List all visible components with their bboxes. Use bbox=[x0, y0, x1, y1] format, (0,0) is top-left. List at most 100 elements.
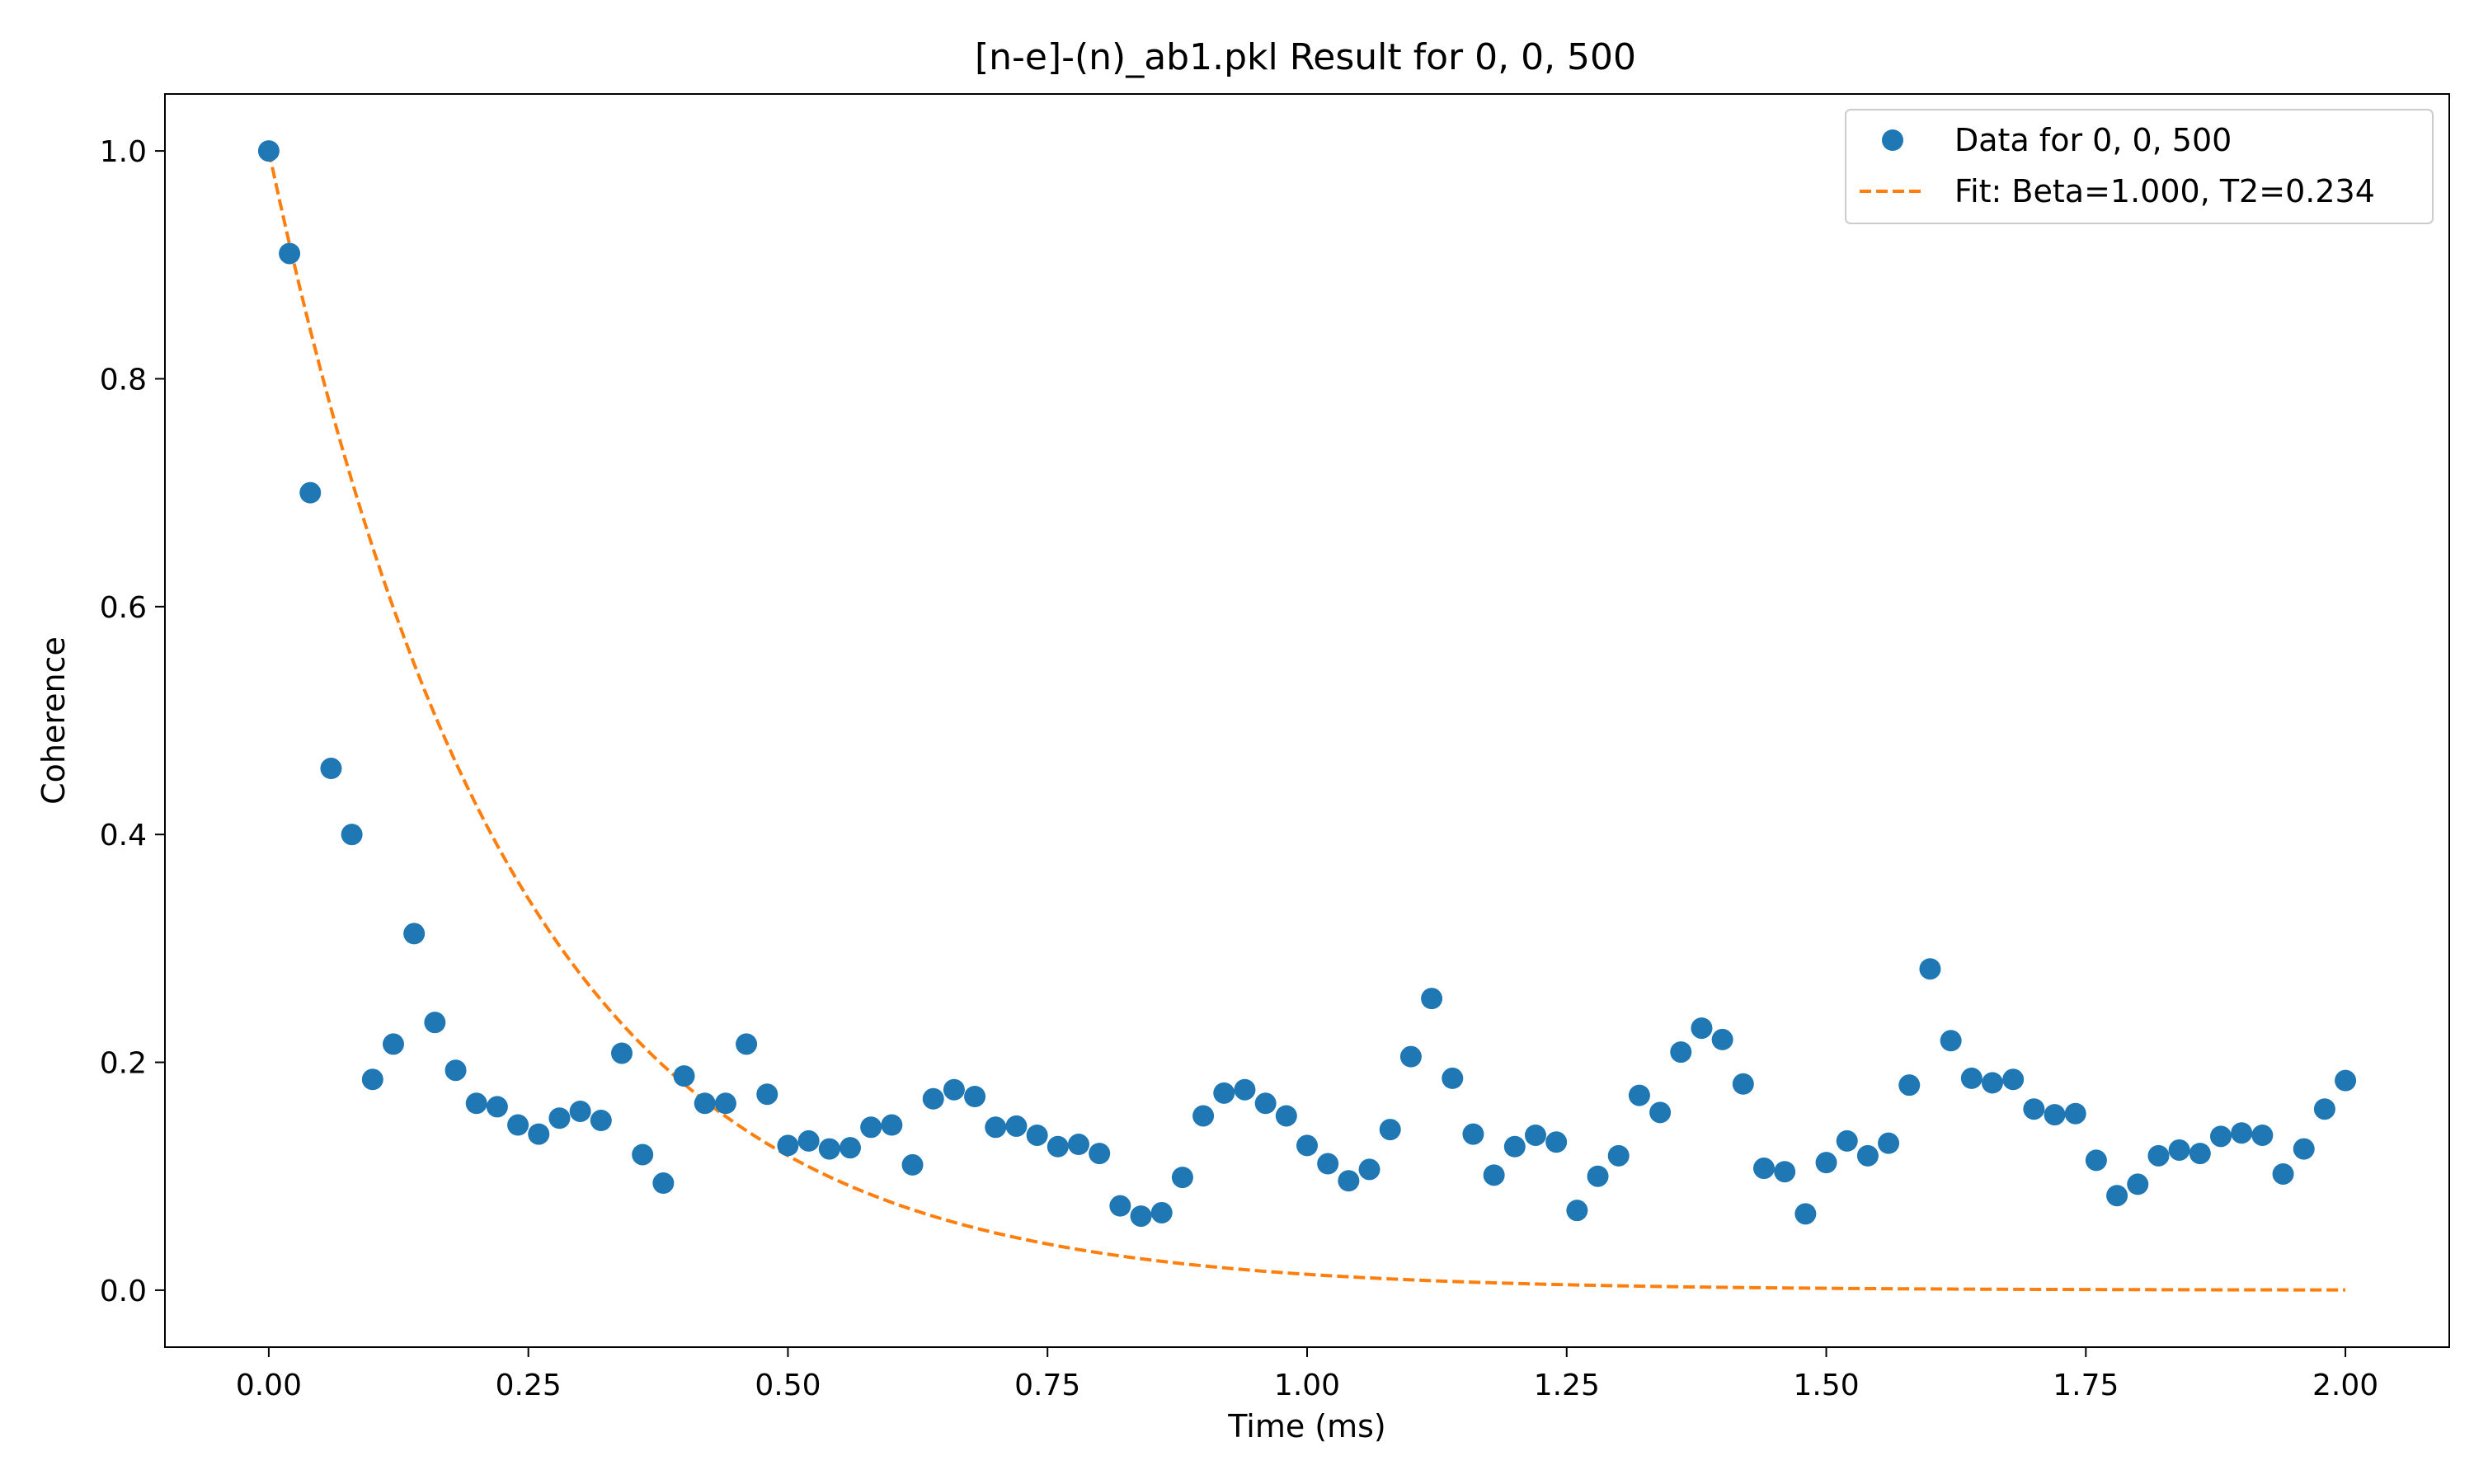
x-tick-label: 0.75 bbox=[1014, 1369, 1080, 1402]
data-point bbox=[673, 1065, 695, 1087]
data-point bbox=[1171, 1167, 1193, 1189]
x-tick-label: 1.25 bbox=[1534, 1369, 1600, 1402]
data-point bbox=[1130, 1205, 1152, 1228]
data-point bbox=[632, 1144, 654, 1166]
plot-area: 0.00 0.25 0.50 0.75 1.00 1.25 1.50 1.75 2.00 0.0… bbox=[100, 93, 2450, 1402]
data-point bbox=[1774, 1161, 1796, 1183]
data-point bbox=[1421, 988, 1443, 1010]
data-point bbox=[424, 1012, 446, 1034]
data-point bbox=[486, 1096, 508, 1118]
data-point bbox=[652, 1172, 675, 1195]
y-tick-label: 0.4 bbox=[100, 819, 147, 852]
data-point bbox=[1317, 1153, 1339, 1175]
legend-marker-data bbox=[1882, 129, 1903, 151]
data-point bbox=[1670, 1041, 1692, 1064]
data-point bbox=[922, 1087, 944, 1110]
data-point bbox=[279, 242, 301, 265]
data-point bbox=[2189, 1143, 2211, 1165]
data-point bbox=[507, 1114, 529, 1136]
x-tick-label: 0.25 bbox=[496, 1369, 562, 1402]
data-point bbox=[1442, 1067, 1464, 1089]
data-point bbox=[361, 1068, 383, 1091]
data-point bbox=[860, 1116, 882, 1139]
data-point bbox=[2023, 1098, 2045, 1120]
data-point bbox=[1982, 1072, 2003, 1094]
data-point bbox=[2106, 1185, 2128, 1207]
data-point bbox=[736, 1033, 758, 1055]
data-point bbox=[444, 1059, 467, 1082]
data-point bbox=[2335, 1069, 2357, 1092]
data-point bbox=[1525, 1124, 1546, 1146]
data-point bbox=[777, 1134, 799, 1157]
x-tick-label: 0.50 bbox=[755, 1369, 821, 1402]
data-point bbox=[1607, 1144, 1630, 1167]
data-point bbox=[881, 1114, 903, 1136]
data-point bbox=[964, 1086, 986, 1107]
x-tick-label: 0.00 bbox=[236, 1369, 302, 1402]
data-point bbox=[1089, 1143, 1111, 1165]
y-axis-label: Coherence bbox=[35, 636, 72, 805]
data-point bbox=[1794, 1203, 1817, 1225]
x-axis-label: Time (ms) bbox=[1227, 1408, 1386, 1444]
data-point bbox=[569, 1100, 591, 1122]
data-point bbox=[2293, 1138, 2315, 1160]
data-point bbox=[840, 1137, 861, 1159]
x-tick-label: 1.75 bbox=[2053, 1369, 2119, 1402]
data-point bbox=[1068, 1134, 1089, 1156]
data-point bbox=[943, 1078, 965, 1101]
legend-box bbox=[1845, 109, 2434, 224]
data-point bbox=[1566, 1200, 1588, 1222]
data-point bbox=[465, 1092, 487, 1115]
y-tick-label: 0.6 bbox=[100, 591, 147, 625]
y-tick-label: 0.8 bbox=[100, 363, 147, 397]
data-point bbox=[1587, 1165, 1609, 1187]
x-axis-ticks: 0.00 0.25 0.50 0.75 1.00 1.25 1.50 1.75 2.00 bbox=[236, 1347, 2378, 1402]
data-point bbox=[1960, 1067, 1982, 1089]
data-point bbox=[1545, 1131, 1568, 1153]
data-point bbox=[1296, 1134, 1318, 1157]
y-tick-label: 0.0 bbox=[100, 1275, 147, 1308]
data-point bbox=[797, 1129, 820, 1152]
data-point bbox=[985, 1116, 1007, 1139]
data-point bbox=[1503, 1135, 1526, 1158]
data-point bbox=[714, 1092, 736, 1115]
data-point bbox=[1026, 1124, 1048, 1146]
data-point bbox=[1919, 958, 1941, 980]
x-tick-label: 1.50 bbox=[1793, 1369, 1859, 1402]
legend-label-fit: Fit: Beta=1.000, T2=0.234 bbox=[1954, 173, 2375, 209]
data-point bbox=[403, 923, 426, 945]
data-point bbox=[528, 1123, 550, 1145]
data-point bbox=[1732, 1073, 1754, 1095]
data-point bbox=[2168, 1139, 2190, 1161]
data-point bbox=[2313, 1098, 2335, 1120]
data-point bbox=[1753, 1158, 1775, 1180]
data-point bbox=[1711, 1028, 1733, 1050]
data-point bbox=[1649, 1101, 1672, 1124]
legend: Data for 0, 0, 500 Fit: Beta=1.000, T2=0… bbox=[1845, 109, 2434, 224]
data-point bbox=[1462, 1123, 1484, 1145]
data-point bbox=[2127, 1173, 2149, 1195]
data-point bbox=[1275, 1105, 1297, 1127]
data-point bbox=[901, 1153, 924, 1176]
data-point bbox=[1691, 1017, 1713, 1040]
data-point bbox=[1940, 1030, 1962, 1052]
x-tick-label: 2.00 bbox=[2312, 1369, 2378, 1402]
data-point bbox=[1338, 1170, 1360, 1192]
data-point bbox=[2085, 1149, 2107, 1172]
data-point bbox=[1379, 1119, 1401, 1141]
data-point bbox=[320, 758, 342, 780]
data-point bbox=[2272, 1162, 2294, 1185]
data-point bbox=[2044, 1104, 2066, 1126]
data-points bbox=[257, 140, 2357, 1228]
data-point bbox=[2002, 1068, 2025, 1091]
fit-curve bbox=[266, 150, 2346, 1292]
data-point bbox=[756, 1083, 778, 1106]
data-point bbox=[2231, 1122, 2253, 1144]
legend-label-data: Data for 0, 0, 500 bbox=[1954, 122, 2232, 158]
data-point bbox=[2064, 1102, 2086, 1125]
data-point bbox=[1483, 1164, 1505, 1186]
data-point bbox=[2210, 1125, 2232, 1148]
y-tick-label: 1.0 bbox=[100, 135, 147, 169]
